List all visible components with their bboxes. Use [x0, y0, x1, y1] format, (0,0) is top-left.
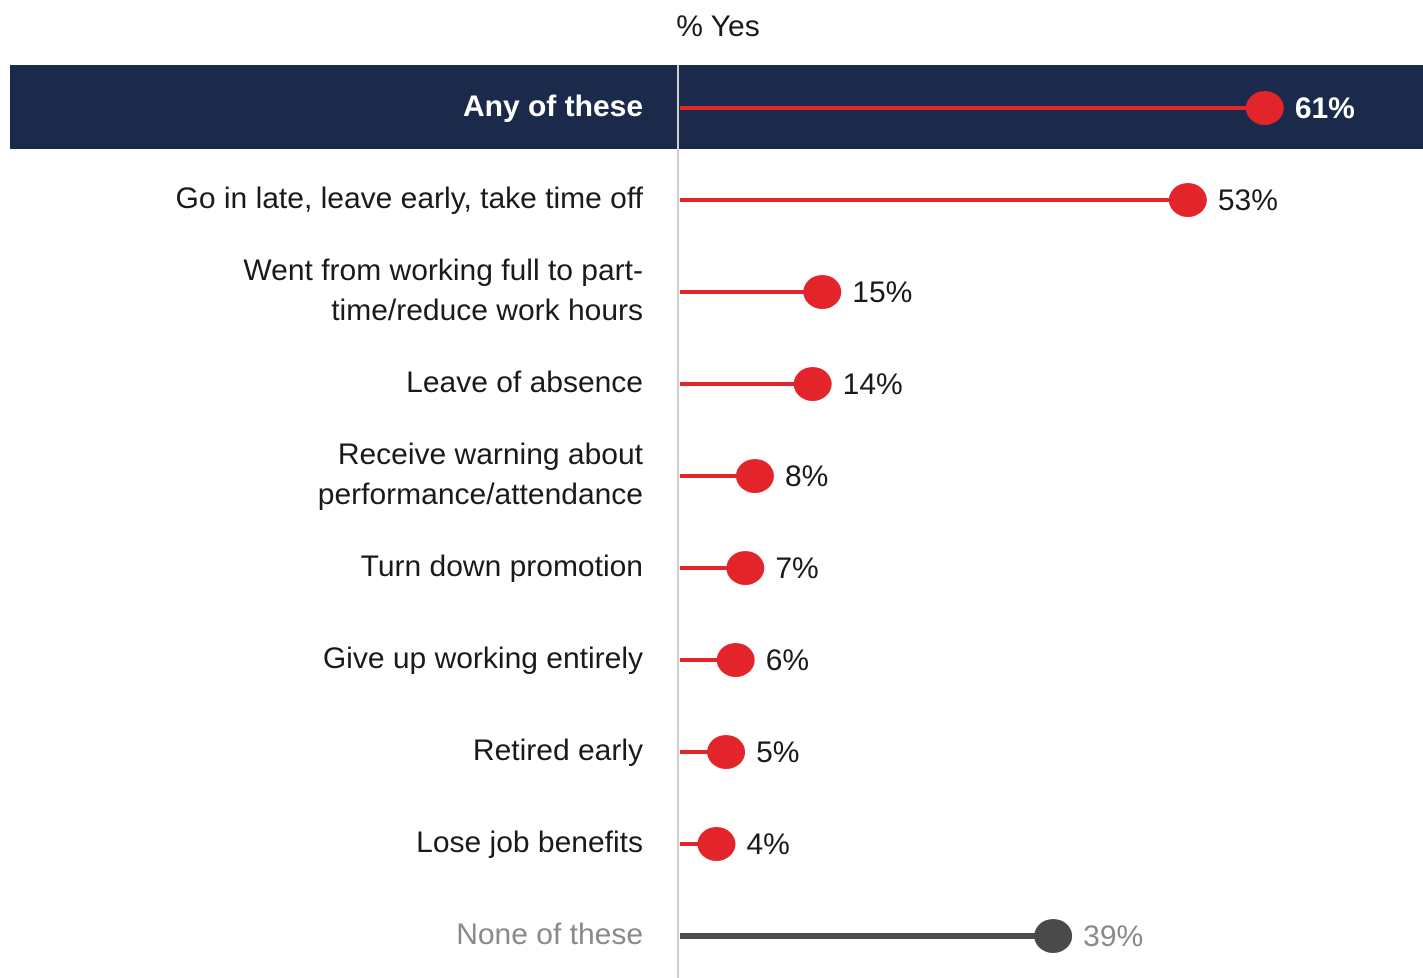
category-label: Turn down promotion [361, 550, 643, 583]
dot [803, 275, 842, 309]
category-label: Any of these [463, 90, 643, 123]
dot [726, 551, 765, 585]
value-label: 14% [843, 368, 903, 401]
dot [697, 827, 736, 861]
dot [793, 367, 832, 401]
category-label: Leave of absence [406, 366, 643, 399]
value-label: 5% [756, 736, 799, 769]
value-label: 53% [1218, 184, 1278, 217]
value-label: 8% [785, 460, 828, 493]
dot [1034, 919, 1073, 953]
category-label: Go in late, leave early, take time off [176, 182, 644, 215]
value-label: 4% [746, 828, 789, 861]
dot [707, 735, 746, 769]
dot [1168, 183, 1207, 217]
dot [1245, 91, 1284, 125]
dot [735, 459, 774, 493]
category-label: None of these [456, 918, 643, 951]
value-label: 7% [775, 552, 818, 585]
category-label: Retired early [473, 734, 643, 767]
category-label: Receive warning about performance/attenda… [318, 438, 644, 511]
category-label: Went from working full to part-time/redu… [243, 254, 643, 327]
value-label: 39% [1083, 920, 1143, 953]
category-label: Lose job benefits [416, 826, 643, 859]
chart-title: % Yes [676, 10, 759, 43]
value-label: 6% [766, 644, 809, 677]
value-label: 15% [852, 276, 912, 309]
dot [716, 643, 755, 677]
value-label: 61% [1295, 92, 1355, 125]
category-label: Give up working entirely [323, 642, 643, 675]
